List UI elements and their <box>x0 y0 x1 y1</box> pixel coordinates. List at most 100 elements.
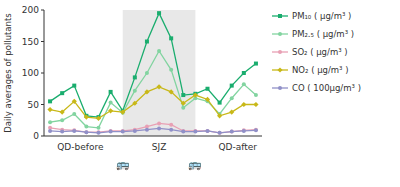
point <box>60 118 64 122</box>
point <box>253 102 258 107</box>
point <box>84 115 89 120</box>
point <box>72 112 76 116</box>
point <box>47 107 52 112</box>
point <box>181 93 185 97</box>
point <box>169 123 173 127</box>
point <box>242 129 246 133</box>
point <box>108 108 113 113</box>
point <box>109 90 113 94</box>
point <box>48 99 52 103</box>
point <box>109 129 113 133</box>
point <box>242 71 246 75</box>
legend: PM₁₀ ( μg/m³ ) PM₂.₅ ( μg/m³ ) SO₂ ( μg/m³… <box>272 11 361 93</box>
point <box>206 129 210 133</box>
point <box>145 71 149 75</box>
period-label: SJZ <box>152 142 167 152</box>
point <box>84 130 88 134</box>
point <box>181 130 185 134</box>
series-line <box>50 51 256 128</box>
legend-label: NO₂ ( μg/m³ ) <box>292 65 349 75</box>
series-line <box>50 123 256 132</box>
point <box>217 113 222 118</box>
point <box>242 128 246 132</box>
series-line <box>50 128 256 132</box>
series-line <box>50 87 256 119</box>
point <box>169 89 174 94</box>
legend-label: CO ( 100μg/m³ ) <box>292 83 361 93</box>
point <box>84 125 88 129</box>
y-axis-label: Daily averages of pollutants <box>3 13 13 133</box>
point <box>193 92 198 97</box>
point <box>193 130 197 134</box>
period-label: QD-after <box>218 142 257 152</box>
legend-marker <box>278 86 282 90</box>
series <box>48 126 258 134</box>
y-tick <box>41 41 44 42</box>
y-tick-label: 200 <box>22 5 39 15</box>
x-axis-line <box>44 136 262 137</box>
point <box>254 93 258 97</box>
point <box>121 130 125 134</box>
point <box>97 131 101 135</box>
legend-marker <box>277 67 282 72</box>
point <box>109 130 113 134</box>
point <box>72 99 77 104</box>
point <box>169 128 173 132</box>
point <box>133 75 137 79</box>
icon-annotation: 🚌 <box>188 158 202 171</box>
shaded-span <box>123 10 196 136</box>
point <box>60 109 65 114</box>
point <box>218 131 222 135</box>
point <box>109 101 113 105</box>
series-line <box>50 13 256 117</box>
point <box>218 101 222 105</box>
point <box>121 129 125 133</box>
point <box>254 128 258 132</box>
y-tick-label: 100 <box>22 68 39 78</box>
point <box>230 130 234 134</box>
series <box>48 49 258 130</box>
point <box>169 36 173 40</box>
legend-marker <box>278 14 282 18</box>
chart: 050100150200Daily averages of pollutants… <box>0 0 400 187</box>
point <box>84 130 88 134</box>
y-tick <box>41 104 44 105</box>
point <box>60 130 64 134</box>
point <box>169 68 173 72</box>
annotations: QD-before SJZ QD-after 🚌 🚌 <box>57 142 257 171</box>
legend-marker <box>278 50 282 54</box>
point <box>230 130 234 134</box>
point <box>120 109 125 114</box>
point <box>133 89 137 93</box>
point <box>193 129 197 133</box>
point <box>60 91 64 95</box>
point <box>230 84 234 88</box>
legend-label: PM₁₀ ( μg/m³ ) <box>292 11 351 21</box>
legend-label: SO₂ ( μg/m³ ) <box>292 47 348 57</box>
legend-marker <box>278 32 282 36</box>
point <box>96 116 101 121</box>
point <box>254 62 258 66</box>
y-tick-label: 150 <box>22 37 39 47</box>
plot-area <box>47 11 258 135</box>
point <box>145 128 149 132</box>
point <box>242 82 246 86</box>
series <box>47 84 258 121</box>
series <box>48 11 258 119</box>
series <box>48 121 258 134</box>
axes: 050100150200 <box>22 5 262 141</box>
y-tick-label: 0 <box>33 131 39 141</box>
point <box>218 131 222 135</box>
point <box>206 129 210 133</box>
point <box>72 129 76 133</box>
point <box>205 97 210 102</box>
legend-label: PM₂.₅ ( μg/m³ ) <box>292 29 354 39</box>
point <box>97 130 101 134</box>
point <box>181 106 185 110</box>
point <box>48 129 52 133</box>
icon-annotation: 🚌 <box>116 158 130 171</box>
spans <box>123 10 196 136</box>
y-tick <box>41 73 44 74</box>
period-label: QD-before <box>57 142 104 152</box>
point <box>157 126 161 130</box>
